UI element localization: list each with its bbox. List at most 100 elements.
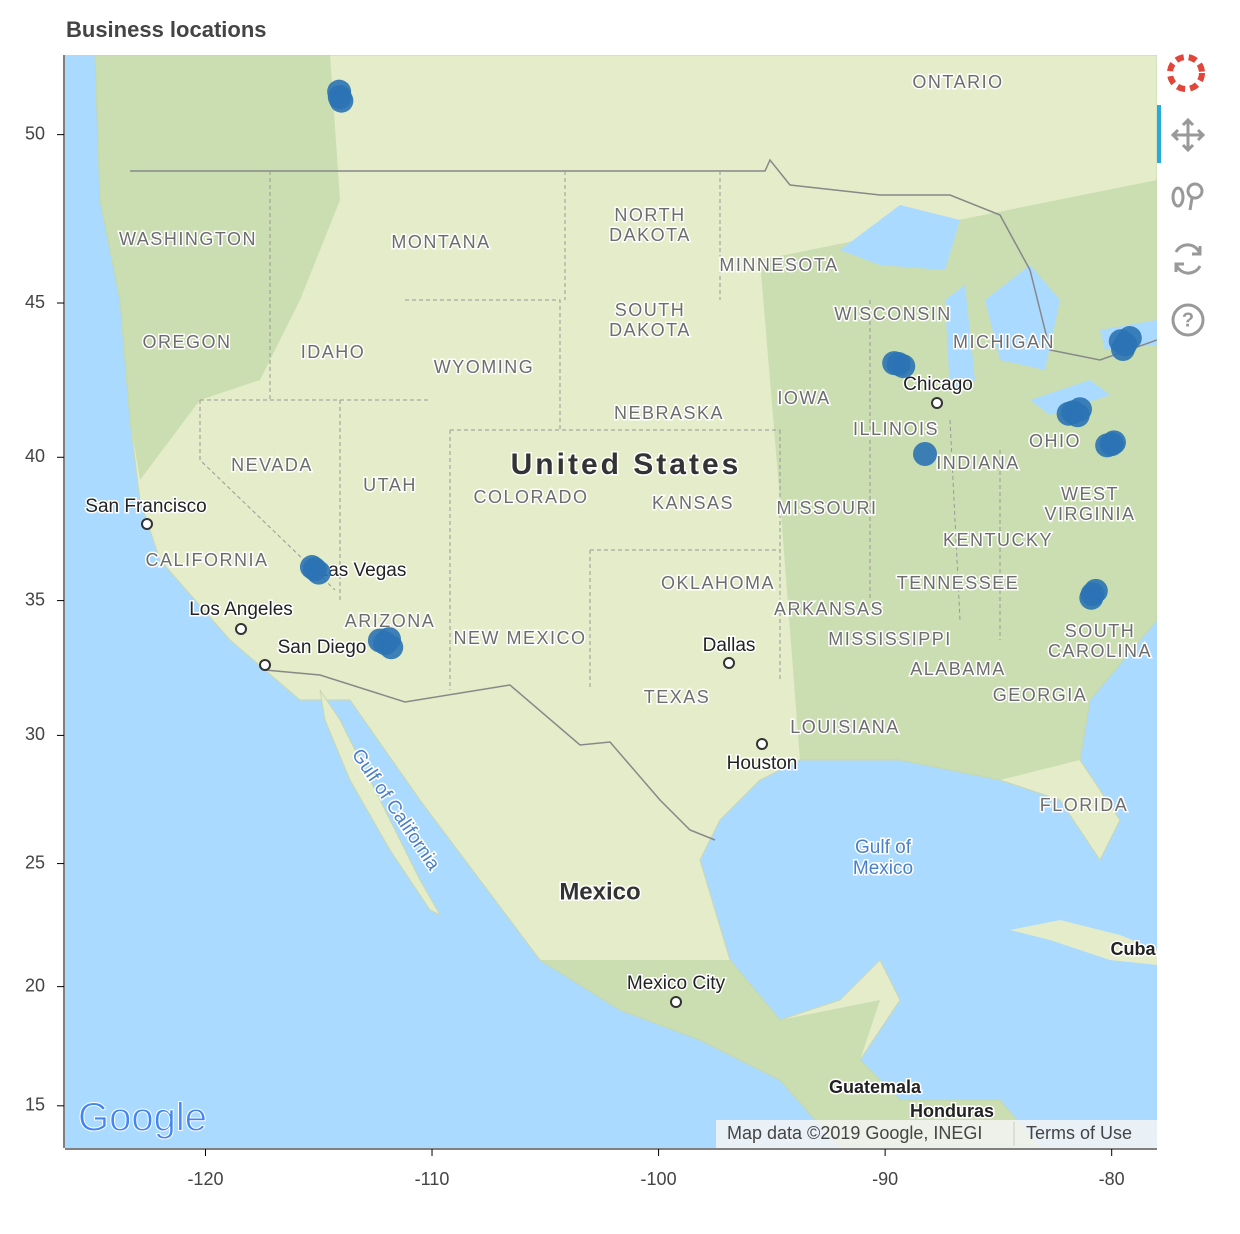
attribution: Map data ©2019 Google, INEGI [727, 1123, 982, 1143]
map-label: KANSAS [652, 493, 734, 513]
point [299, 555, 324, 580]
map-label: Guatemala [829, 1077, 922, 1097]
map-label: MISSOURI [776, 498, 877, 518]
x-tick-label: -90 [872, 1169, 898, 1189]
city-dot [141, 518, 153, 530]
map-label: WASHINGTON [119, 229, 257, 249]
forest [95, 55, 1157, 1148]
help-icon[interactable]: ? [1182, 309, 1194, 331]
help-tool[interactable]: ? [1171, 303, 1205, 337]
map-label: Los Angeles [189, 599, 293, 620]
map-label: MICHIGAN [953, 332, 1055, 352]
map-label: ILLINOIS [853, 419, 939, 439]
baja [319, 689, 442, 917]
map-label: Mexico [853, 858, 913, 879]
map-label: SOUTH [1065, 621, 1136, 641]
city-dot [756, 738, 768, 750]
map-label: Gulf of [855, 837, 912, 858]
map-label: Mexico [559, 878, 640, 905]
terms-link[interactable]: Terms of Use [1026, 1123, 1132, 1143]
map-label: Dallas [703, 635, 756, 656]
map-label: ALABAMA [910, 659, 1006, 679]
map-label: WISCONSIN [834, 304, 952, 324]
reset-tool[interactable] [1174, 243, 1202, 275]
x-tick-label: -120 [187, 1169, 223, 1189]
map-label: OHIO [1029, 431, 1081, 451]
map-label: ARIZONA [345, 611, 436, 631]
map-label: Chicago [903, 374, 973, 395]
map-label: Mexico City [627, 973, 726, 994]
y-tick-label: 25 [25, 852, 45, 872]
map-label: NEBRASKA [614, 403, 724, 423]
y-tick-label: 30 [25, 724, 45, 744]
city-dot [670, 996, 682, 1008]
map-label: CALIFORNIA [145, 550, 268, 570]
map-label: San Diego [278, 637, 367, 658]
map-label: ARKANSAS [774, 599, 884, 619]
point [891, 354, 916, 379]
map-label: TENNESSEE [897, 573, 1020, 593]
map-label: IDAHO [301, 342, 366, 362]
map-label: MISSISSIPPI [828, 629, 952, 649]
x-tick-label: -100 [641, 1169, 677, 1189]
map-label: VIRGINIA [1044, 504, 1135, 524]
map-label: INDIANA [936, 453, 1020, 473]
point [329, 88, 354, 113]
y-tick-label: 20 [25, 975, 45, 995]
map-label: IOWA [777, 388, 830, 408]
chart-title: Business locations [66, 17, 267, 42]
borders [130, 158, 1157, 841]
map-label: San Francisco [85, 496, 206, 517]
map-label: LOUISIANA [790, 717, 900, 737]
map-label: NORTH [614, 205, 685, 225]
city-dot [723, 657, 735, 669]
map-label: Las Vegas [318, 560, 407, 581]
map-label: WYOMING [434, 357, 535, 377]
city-dot [931, 397, 943, 409]
map-label: ONTARIO [912, 72, 1003, 92]
map-label: WEST [1061, 484, 1119, 504]
y-tick-label: 40 [25, 446, 45, 466]
map-label: MONTANA [391, 232, 490, 252]
attribution-box [716, 1120, 1157, 1148]
pan-tool[interactable] [1170, 117, 1206, 153]
wheel-zoom-tool[interactable] [1171, 182, 1204, 211]
city-dot [259, 659, 271, 671]
map-label: FLORIDA [1040, 795, 1129, 815]
map-label: GEORGIA [993, 685, 1088, 705]
x-tick-label: -110 [415, 1169, 450, 1189]
point [1067, 397, 1092, 422]
map-label: OKLAHOMA [661, 573, 775, 593]
map-label: UTAH [363, 475, 417, 495]
map-label: COLORADO [473, 487, 588, 507]
map-label: United States [511, 448, 742, 481]
map-label: SOUTH [615, 300, 686, 320]
toolbar: ? [1157, 54, 1206, 337]
map-label: DAKOTA [609, 225, 691, 245]
google-logo: Google [78, 1096, 207, 1140]
state-lines [199, 171, 1001, 690]
point [1101, 430, 1126, 455]
bokeh-logo [1167, 54, 1205, 92]
city-dot [235, 623, 247, 635]
map-label: CAROLINA [1048, 641, 1152, 661]
map-label: KENTUCKY [943, 530, 1053, 550]
map-label: Honduras [910, 1101, 994, 1121]
point [1111, 337, 1136, 362]
y-tick-label: 15 [25, 1095, 45, 1115]
y-tick-label: 50 [25, 123, 45, 143]
map-label: OREGON [142, 332, 231, 352]
y-tick-label: 35 [25, 589, 45, 609]
map-label: NEW MEXICO [453, 628, 586, 648]
point [1083, 578, 1108, 603]
point [913, 442, 938, 467]
active-indicator [1157, 105, 1161, 163]
cuba [1010, 920, 1157, 965]
map-label: NEVADA [231, 455, 313, 475]
map-label: Cuba [1111, 939, 1157, 959]
map-label: Houston [727, 753, 798, 774]
map-label: DAKOTA [609, 320, 691, 340]
x-tick-label: -80 [1099, 1169, 1125, 1189]
